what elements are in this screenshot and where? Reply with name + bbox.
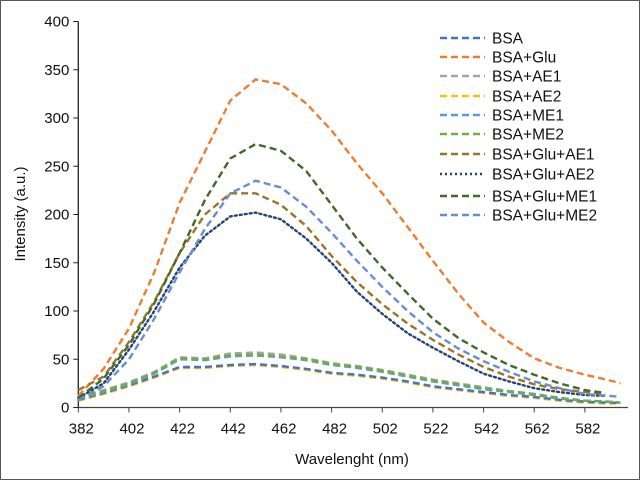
legend-item: BSA+ME2 [440, 127, 564, 144]
y-axis-label: Intensity (a.u.) [12, 166, 29, 261]
series-line-bsa-me2 [77, 353, 621, 404]
legend-item: BSA+AE1 [440, 69, 561, 86]
plot-area [77, 78, 621, 405]
series-line-bsa-glu-me1 [77, 142, 606, 399]
x-tick-label: 382 [69, 421, 94, 438]
x-axis-label: Wavelenght (nm) [295, 451, 409, 468]
legend-item: BSA+Glu+AE2 [440, 167, 595, 184]
legend-label: BSA+Glu+ME2 [492, 208, 597, 225]
x-tick-label: 442 [221, 421, 246, 438]
series-line-bsa-me1 [77, 354, 621, 404]
legend-label: BSA+Glu+AE1 [492, 147, 595, 164]
legend-item: BSA+Glu [440, 50, 556, 67]
x-tick-label: 582 [575, 421, 600, 438]
x-tick-label: 502 [373, 421, 398, 438]
y-tick-label: 200 [44, 207, 69, 224]
y-tick-label: 150 [44, 255, 69, 272]
y-tick-label: 50 [53, 351, 70, 368]
legend-item: BSA+Glu+AE1 [440, 147, 595, 164]
legend-label: BSA+AE2 [492, 89, 561, 106]
series-line-bsa-glu-ae2 [77, 211, 607, 400]
legend: BSA BSA+Glu BSA+AE1 BSA+AE2 BSA+ME1 BSA+ME2 BS… [440, 31, 597, 225]
x-tick-label: 562 [525, 421, 550, 438]
legend-item: BSA+ME1 [440, 108, 564, 125]
y-tick-label: 250 [44, 158, 69, 175]
y-tick-label: 100 [44, 303, 69, 320]
legend-item: BSA+Glu+ME1 [440, 189, 597, 206]
legend-label: BSA+Glu+ME1 [492, 189, 597, 206]
series-line-bsa-glu-me2 [77, 179, 621, 401]
x-tick-label: 462 [271, 421, 296, 438]
y-tick-label: 300 [44, 110, 69, 127]
legend-label: BSA [492, 31, 524, 48]
y-tick-label: 400 [44, 14, 69, 31]
legend-label: BSA+AE1 [492, 69, 561, 86]
y-tick-label: 350 [44, 62, 69, 79]
x-tick-label: 542 [474, 421, 499, 438]
x-tick-label: 422 [170, 421, 195, 438]
x-tick-label: 482 [322, 421, 347, 438]
legend-label: BSA+ME2 [492, 127, 564, 144]
x-tick-label: 522 [423, 421, 448, 438]
legend-item: BSA+AE2 [440, 89, 561, 106]
legend-label: BSA+Glu [492, 50, 556, 67]
legend-item: BSA+Glu+ME2 [440, 208, 597, 225]
legend-label: BSA+ME1 [492, 108, 564, 125]
legend-label: BSA+Glu+AE2 [492, 167, 595, 184]
axes: 0 50 100 150 200 250 300 350 400 382 402 422 442 462 4… [44, 14, 628, 438]
y-tick-label: 0 [61, 400, 69, 417]
series-line-bsa-glu-ae1 [77, 192, 606, 396]
x-tick-label: 402 [119, 421, 144, 438]
legend-item: BSA [440, 31, 524, 48]
